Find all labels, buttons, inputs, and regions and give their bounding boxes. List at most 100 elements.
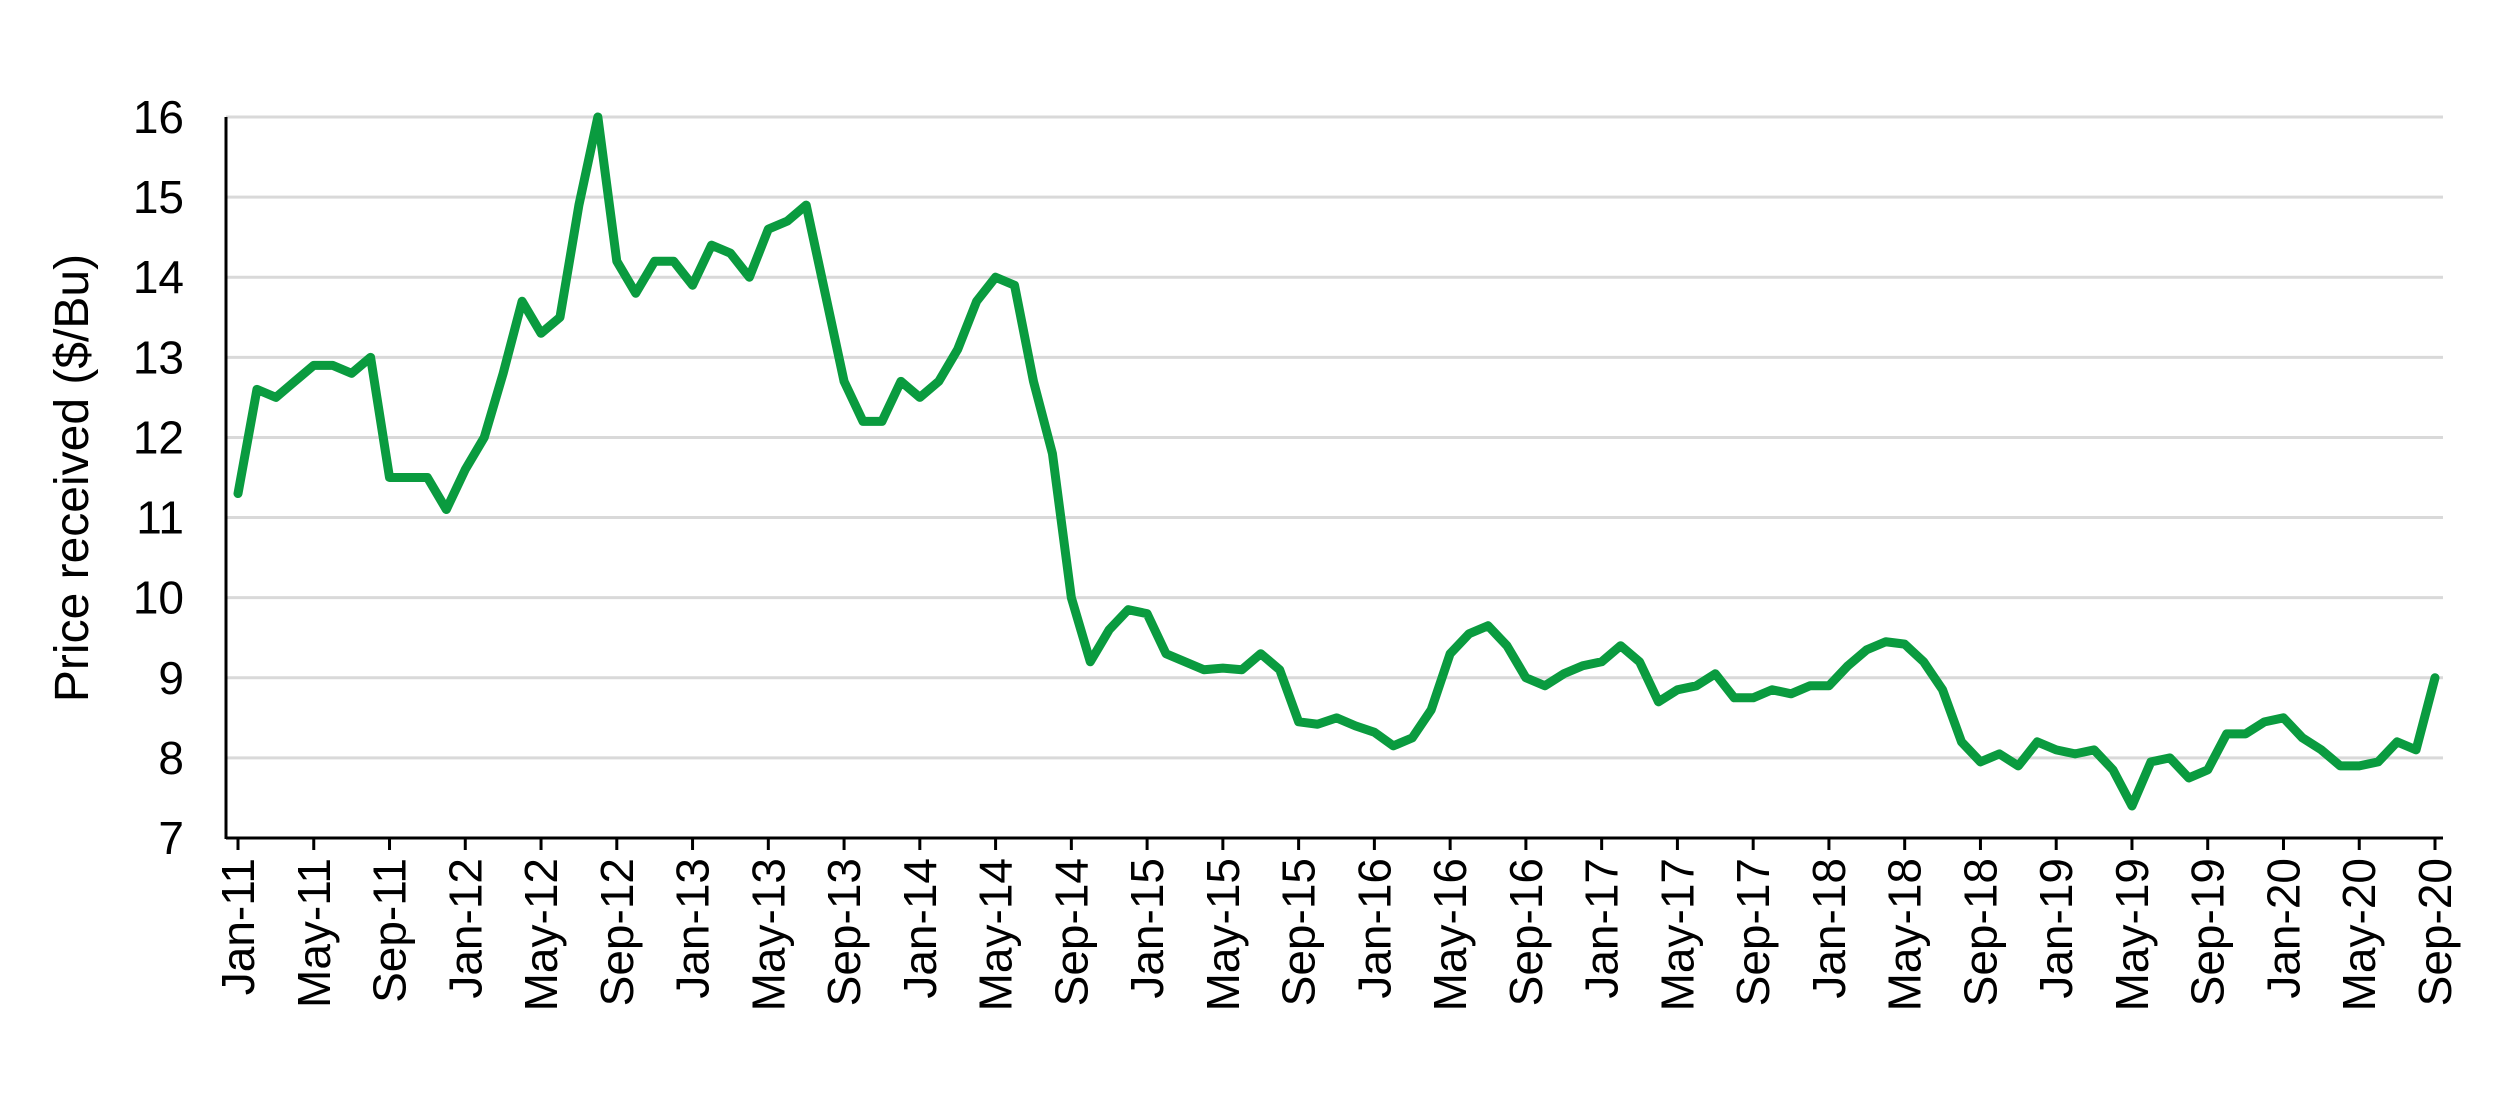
data-point bbox=[745, 273, 754, 282]
data-point bbox=[1389, 741, 1398, 750]
x-tick-label: May-16 bbox=[1424, 858, 1476, 1011]
x-tick-label: Sep-19 bbox=[2182, 858, 2234, 1006]
data-point bbox=[2184, 773, 2193, 782]
data-point bbox=[1824, 681, 1833, 690]
data-point bbox=[1654, 697, 1663, 706]
data-point bbox=[1919, 657, 1928, 666]
data-point bbox=[1010, 281, 1019, 290]
data-point bbox=[1408, 733, 1417, 742]
x-tick-label: Sep-11 bbox=[364, 858, 416, 1003]
data-point bbox=[1351, 721, 1360, 730]
data-point bbox=[2109, 765, 2118, 774]
data-point bbox=[877, 417, 886, 426]
x-tick-label: May-15 bbox=[1197, 858, 1249, 1011]
data-point bbox=[2336, 761, 2345, 770]
data-point bbox=[1180, 657, 1189, 666]
data-point bbox=[1294, 717, 1303, 726]
data-point bbox=[934, 377, 943, 386]
data-point bbox=[1559, 669, 1568, 678]
x-tick-label: Sep-13 bbox=[818, 858, 870, 1006]
x-tick-label: Sep-17 bbox=[1727, 858, 1779, 1006]
data-point bbox=[1370, 728, 1379, 737]
x-tick-label: Jan-20 bbox=[2257, 858, 2309, 999]
x-tick-label: Sep-16 bbox=[1500, 858, 1552, 1006]
data-point bbox=[593, 113, 602, 122]
y-tick-label: 9 bbox=[158, 652, 184, 704]
data-point bbox=[1446, 649, 1455, 658]
data-point bbox=[1540, 681, 1549, 690]
data-point bbox=[442, 505, 451, 514]
data-point bbox=[1275, 665, 1284, 674]
y-tick-label: 7 bbox=[158, 812, 184, 864]
data-point bbox=[252, 385, 261, 394]
data-point bbox=[2203, 765, 2212, 774]
data-point bbox=[1086, 657, 1095, 666]
x-tick-label: May-13 bbox=[742, 858, 794, 1011]
data-point bbox=[518, 297, 527, 306]
data-point bbox=[1673, 685, 1682, 694]
data-point bbox=[1332, 713, 1341, 722]
data-point bbox=[1105, 625, 1114, 634]
data-point bbox=[347, 369, 356, 378]
data-point bbox=[1692, 681, 1701, 690]
data-point bbox=[1749, 693, 1758, 702]
x-tick-label: May-14 bbox=[970, 858, 1022, 1011]
data-point bbox=[1048, 449, 1057, 458]
data-point bbox=[404, 473, 413, 482]
data-point bbox=[1218, 664, 1227, 673]
y-tick-label: 16 bbox=[133, 91, 184, 143]
x-tick-label: May-20 bbox=[2333, 858, 2385, 1011]
data-point bbox=[423, 473, 432, 482]
x-tick-label: Sep-14 bbox=[1045, 858, 1097, 1006]
x-tick-label: Jan-15 bbox=[1121, 858, 1173, 999]
x-tick-label: Jan-12 bbox=[439, 858, 491, 999]
data-point bbox=[2412, 745, 2421, 754]
x-tick-label: Jan-19 bbox=[2030, 858, 2082, 999]
y-axis-title: Price received ($/Bu) bbox=[46, 254, 99, 702]
data-point bbox=[2033, 737, 2042, 746]
data-point bbox=[1995, 749, 2004, 758]
y-tick-label: 13 bbox=[133, 331, 184, 383]
data-point bbox=[1124, 605, 1133, 614]
data-point bbox=[1484, 621, 1493, 630]
data-point bbox=[555, 313, 564, 322]
x-tick-label: Sep-12 bbox=[591, 858, 643, 1006]
data-point bbox=[1976, 757, 1985, 766]
data-point bbox=[1162, 649, 1171, 658]
data-point bbox=[953, 345, 962, 354]
data-point bbox=[1237, 665, 1246, 674]
x-tick-label: Sep-18 bbox=[1954, 858, 2006, 1006]
data-point bbox=[1711, 669, 1720, 678]
data-point bbox=[2393, 737, 2402, 746]
data-point bbox=[537, 329, 546, 338]
y-tick-label: 12 bbox=[133, 411, 184, 463]
data-point bbox=[1427, 705, 1436, 714]
y-tick-label: 10 bbox=[133, 572, 184, 624]
data-point bbox=[271, 393, 280, 402]
x-tick-label: Jan-11 bbox=[212, 858, 264, 995]
x-tick-label: May-17 bbox=[1651, 858, 1703, 1011]
data-point bbox=[669, 257, 678, 266]
data-point bbox=[991, 273, 1000, 282]
data-point bbox=[2260, 717, 2269, 726]
data-point bbox=[1029, 377, 1038, 386]
data-point bbox=[783, 217, 792, 226]
data-point bbox=[2146, 757, 2155, 766]
data-point bbox=[2165, 753, 2174, 762]
data-point bbox=[2374, 757, 2383, 766]
data-point bbox=[1805, 681, 1814, 690]
data-point bbox=[2317, 745, 2326, 754]
data-point bbox=[2241, 729, 2250, 738]
data-point bbox=[707, 241, 716, 250]
x-tick-label: May-18 bbox=[1879, 858, 1931, 1011]
data-point bbox=[612, 257, 621, 266]
data-point bbox=[1313, 720, 1322, 729]
data-point bbox=[2298, 733, 2307, 742]
data-point bbox=[1067, 593, 1076, 602]
data-point bbox=[840, 377, 849, 386]
data-point bbox=[385, 473, 394, 482]
data-point bbox=[1957, 737, 1966, 746]
x-tick-label: Jan-16 bbox=[1348, 858, 1400, 999]
